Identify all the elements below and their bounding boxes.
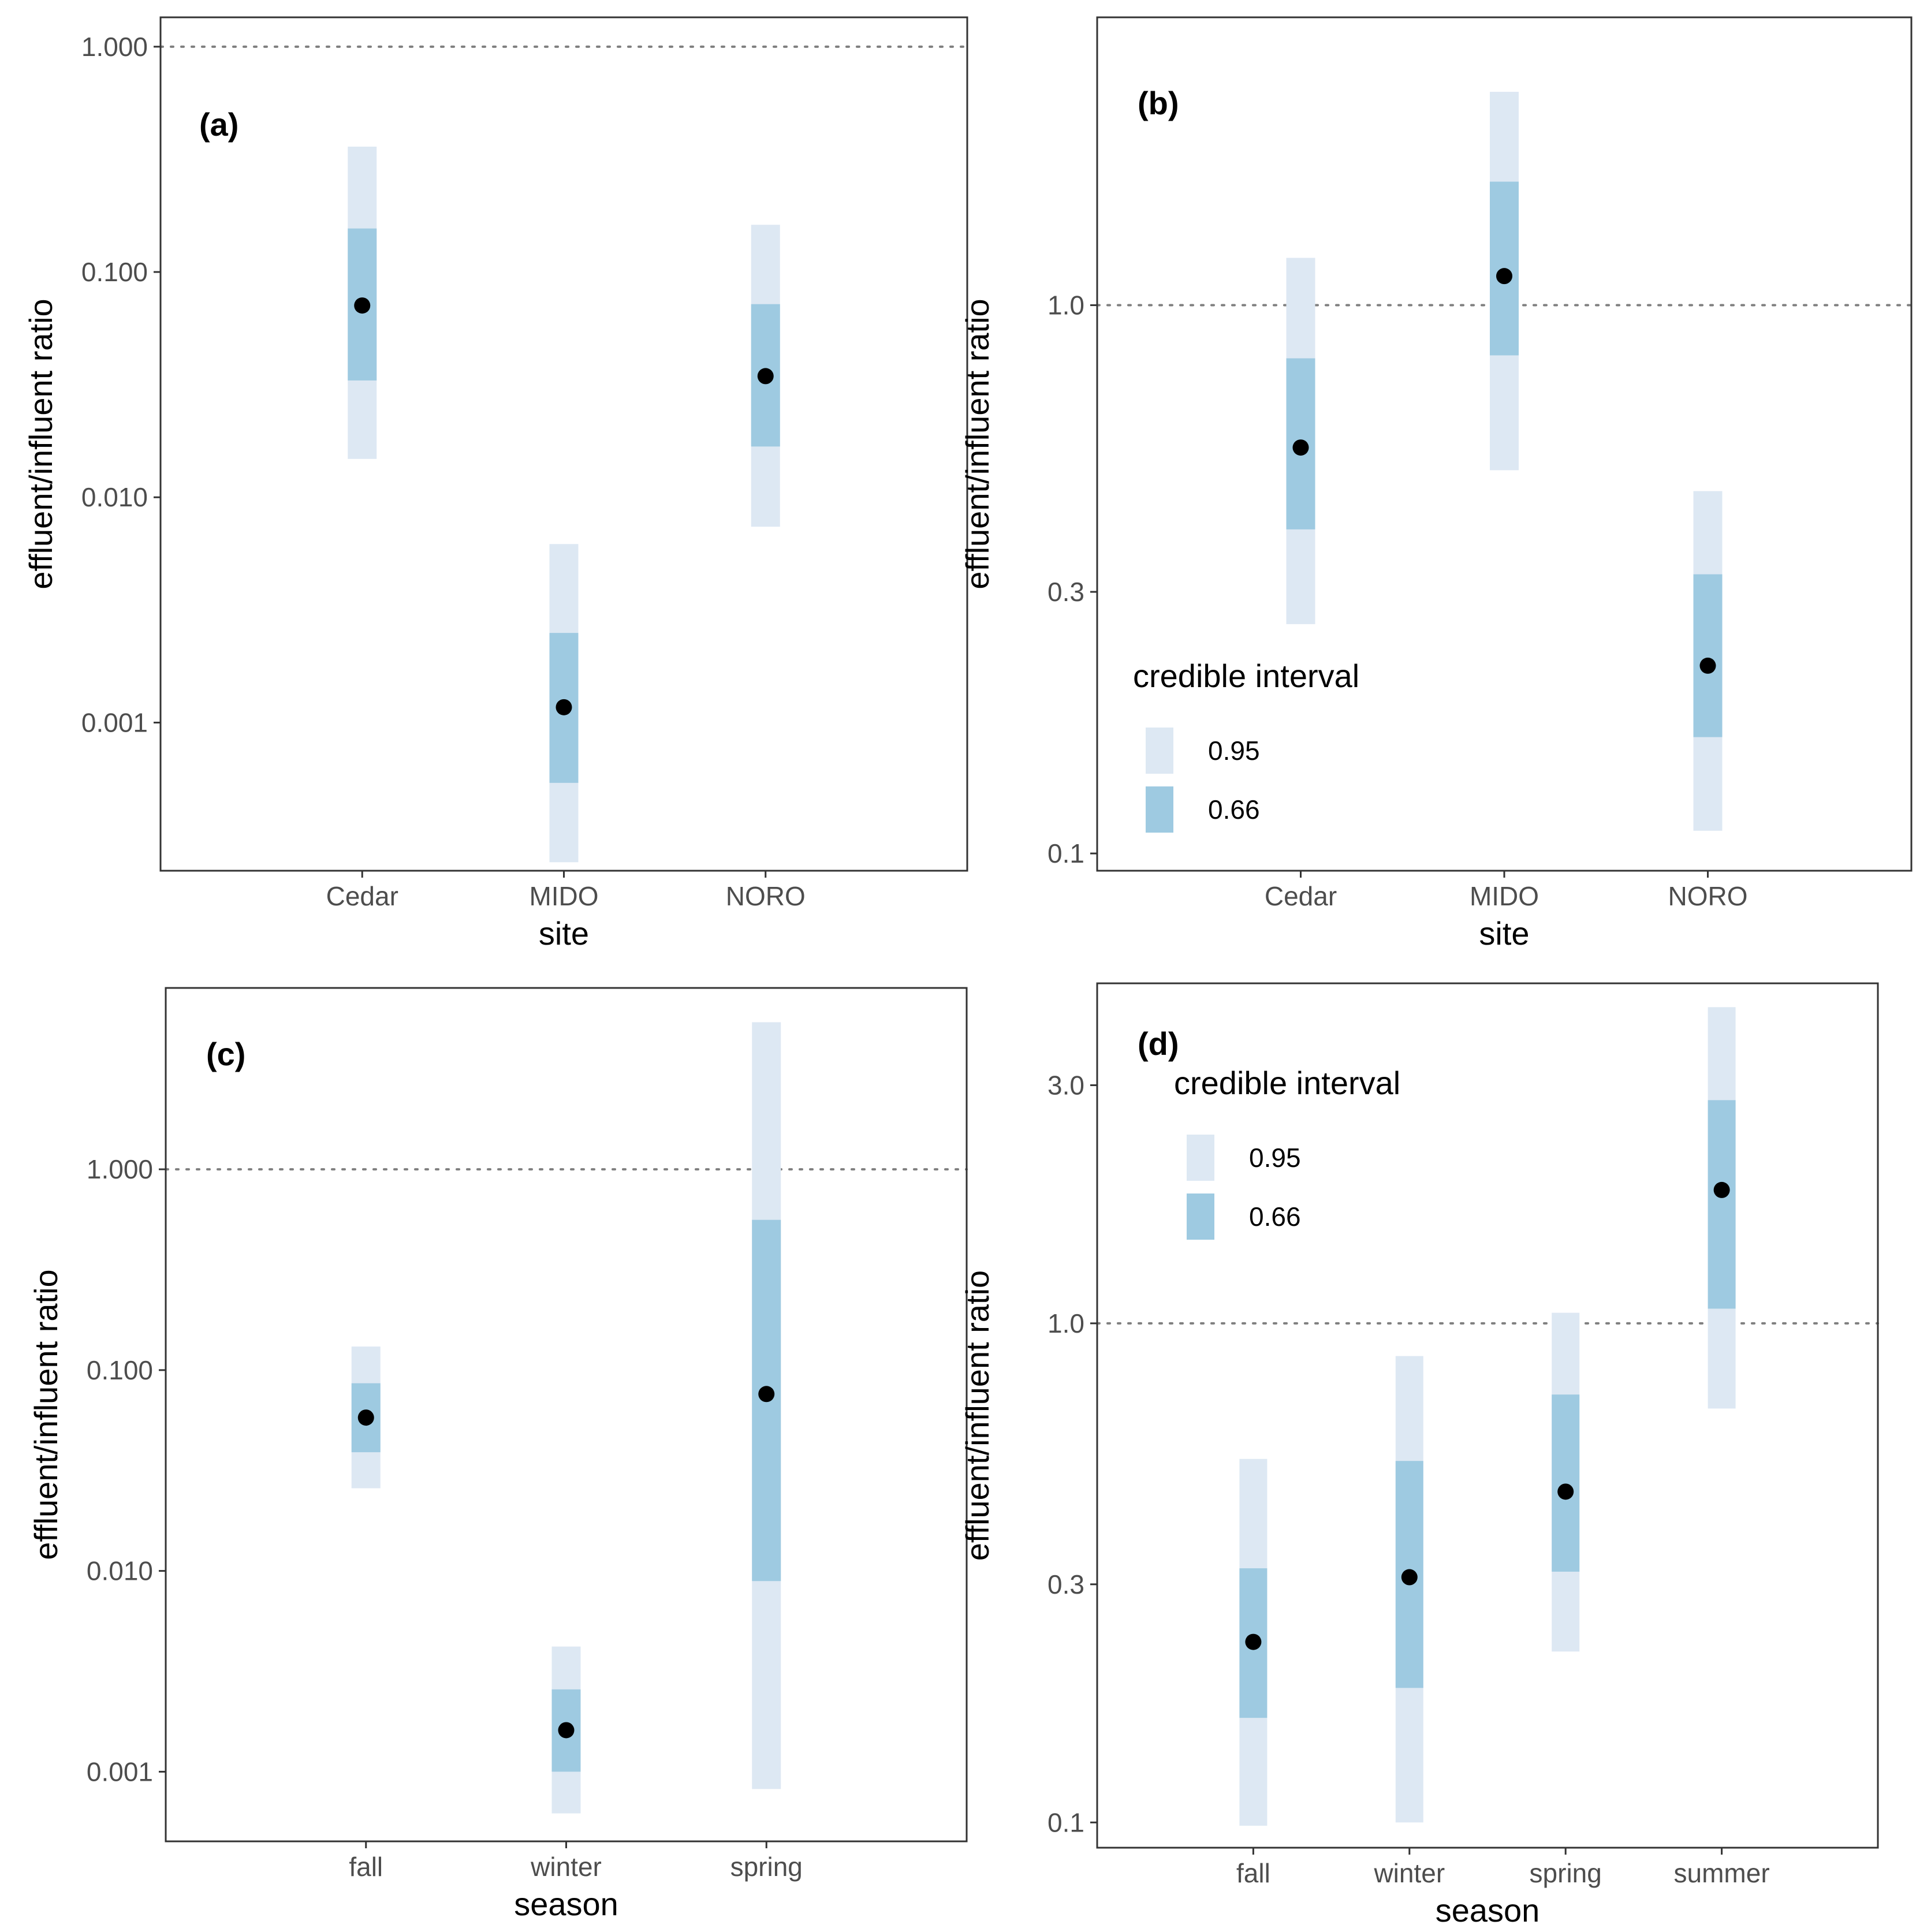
legend-label-ci95: 0.95 xyxy=(1249,1143,1301,1173)
legend-label-ci95: 0.95 xyxy=(1208,736,1260,766)
y-axis-title: effluent/influent ratio xyxy=(959,299,996,589)
median-point-spring xyxy=(758,1386,775,1403)
y-tick-label: 0.3 xyxy=(1047,577,1084,607)
median-point-cedar xyxy=(1292,439,1309,456)
y-tick-label: 0.1 xyxy=(1047,1807,1084,1837)
median-point-mido xyxy=(1496,268,1512,285)
panel-frame xyxy=(165,987,968,1843)
legend-key-ci95 xyxy=(1146,728,1173,774)
panel-d: fall winter spring summer 0.1 0.3 1.0 3.0 season… xyxy=(959,982,1879,1929)
ci66-bar-noro xyxy=(1693,574,1723,737)
median-point-fall xyxy=(357,1409,374,1426)
x-tick-label-mido: MIDO xyxy=(529,881,598,911)
x-tick-label-mido: MIDO xyxy=(1470,881,1539,911)
x-tick-label-spring: spring xyxy=(730,1852,803,1882)
x-tick-label-fall: fall xyxy=(349,1852,383,1882)
legend: credible interval 0.95 0.66 xyxy=(1174,1065,1400,1240)
x-tick-label-noro: NORO xyxy=(726,881,806,911)
y-tick-label: 1.000 xyxy=(87,1154,153,1184)
y-axis-title: effluent/influent ratio xyxy=(28,1269,64,1560)
panel-label: (a) xyxy=(199,106,238,143)
legend-key-ci66 xyxy=(1187,1193,1214,1240)
y-tick-label: 0.001 xyxy=(81,707,148,737)
y-tick-label: 1.0 xyxy=(1047,290,1084,320)
y-tick-label: 1.000 xyxy=(81,32,148,62)
ci66-bar-summer xyxy=(1708,1100,1736,1309)
panel-frame xyxy=(1096,982,1879,1849)
median-point-noro xyxy=(757,368,774,385)
y-tick-label: 3.0 xyxy=(1047,1070,1084,1100)
panel-a: Cedar MIDO NORO 0.001 0.010 0.100 1.000 site eff… xyxy=(23,16,968,952)
median-point-winter xyxy=(1401,1569,1418,1586)
legend-key-ci66 xyxy=(1146,786,1173,833)
y-tick-label: 1.0 xyxy=(1047,1308,1084,1338)
legend-title: credible interval xyxy=(1133,658,1359,694)
panel-frame xyxy=(159,16,968,872)
panel-b: Cedar MIDO NORO 0.1 0.3 1.0 site effluent/influ… xyxy=(959,16,1913,952)
x-axis-title: site xyxy=(539,915,589,952)
y-axis-title: effluent/influent ratio xyxy=(959,1270,996,1561)
x-axis-title: season xyxy=(514,1886,618,1922)
y-tick-label: 0.3 xyxy=(1047,1569,1084,1599)
panel-frame xyxy=(1096,16,1913,872)
median-point-cedar xyxy=(354,297,371,314)
panel-label: (d) xyxy=(1138,1025,1179,1062)
legend-key-ci95 xyxy=(1187,1135,1214,1181)
legend-label-ci66: 0.66 xyxy=(1208,795,1260,825)
ci66-bar-spring xyxy=(1552,1394,1580,1572)
y-tick-label: 0.010 xyxy=(87,1556,153,1586)
y-axis-title: effluent/influent ratio xyxy=(23,299,59,589)
x-tick-label-fall: fall xyxy=(1236,1858,1270,1888)
x-tick-label-spring: spring xyxy=(1530,1858,1602,1888)
y-tick-label: 0.100 xyxy=(81,257,148,287)
median-point-mido xyxy=(556,699,572,715)
x-tick-label-winter: winter xyxy=(530,1852,602,1882)
y-tick-label: 0.1 xyxy=(1047,838,1084,868)
legend-title: credible interval xyxy=(1174,1065,1400,1101)
x-tick-label-cedar: Cedar xyxy=(326,881,398,911)
x-axis-title: site xyxy=(1479,915,1529,952)
x-tick-label-cedar: Cedar xyxy=(1265,881,1337,911)
y-tick-label: 0.100 xyxy=(87,1355,153,1385)
x-tick-label-winter: winter xyxy=(1373,1858,1445,1888)
panel-label: (b) xyxy=(1138,85,1179,121)
median-point-noro xyxy=(1699,657,1716,674)
median-point-summer xyxy=(1713,1181,1730,1198)
median-point-spring xyxy=(1557,1483,1574,1500)
legend: credible interval 0.95 0.66 xyxy=(1133,658,1359,833)
y-tick-label: 0.010 xyxy=(81,482,148,512)
x-tick-label-summer: summer xyxy=(1674,1858,1770,1888)
x-tick-label-noro: NORO xyxy=(1668,881,1748,911)
y-tick-label: 0.001 xyxy=(87,1756,153,1786)
panel-c: fall winter spring 0.001 0.010 0.100 1.000 seas… xyxy=(28,987,968,1922)
panel-label: (c) xyxy=(206,1036,245,1072)
legend-label-ci66: 0.66 xyxy=(1249,1202,1301,1232)
median-point-fall xyxy=(1245,1633,1262,1650)
x-axis-title: season xyxy=(1436,1892,1540,1929)
median-point-winter xyxy=(558,1722,575,1739)
